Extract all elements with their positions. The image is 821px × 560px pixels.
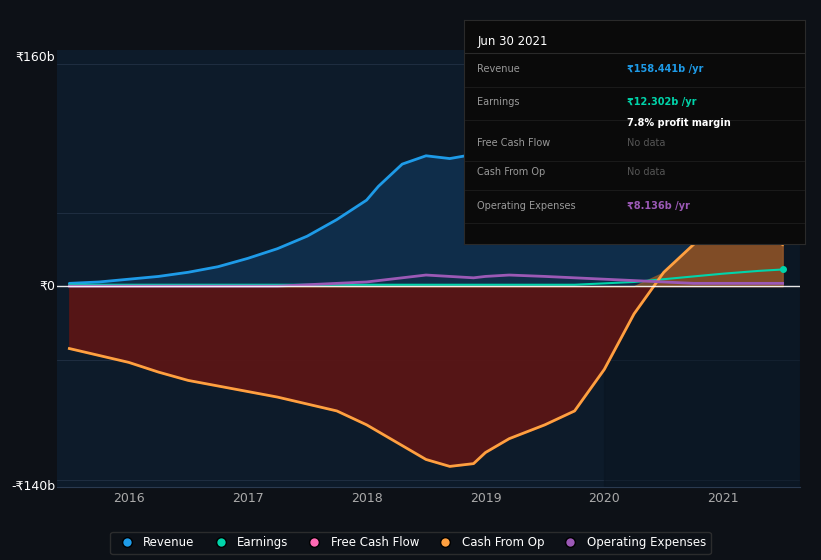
Legend: Revenue, Earnings, Free Cash Flow, Cash From Op, Operating Expenses: Revenue, Earnings, Free Cash Flow, Cash …: [110, 531, 711, 554]
Text: ₹0: ₹0: [39, 279, 55, 293]
Text: 7.8% profit margin: 7.8% profit margin: [627, 118, 732, 128]
Text: ₹8.136b /yr: ₹8.136b /yr: [627, 200, 690, 211]
Text: Jun 30 2021: Jun 30 2021: [478, 35, 548, 48]
Bar: [604, 50, 800, 487]
Text: -₹140b: -₹140b: [11, 480, 55, 493]
Text: ₹158.441b /yr: ₹158.441b /yr: [627, 64, 704, 74]
Text: ₹12.302b /yr: ₹12.302b /yr: [627, 97, 697, 108]
Text: ₹160b: ₹160b: [16, 52, 55, 64]
Text: No data: No data: [627, 167, 666, 177]
Text: No data: No data: [627, 138, 666, 148]
Text: Revenue: Revenue: [478, 64, 521, 74]
Text: Earnings: Earnings: [478, 97, 520, 108]
Text: Free Cash Flow: Free Cash Flow: [478, 138, 551, 148]
Text: Cash From Op: Cash From Op: [478, 167, 546, 177]
Text: Operating Expenses: Operating Expenses: [478, 200, 576, 211]
